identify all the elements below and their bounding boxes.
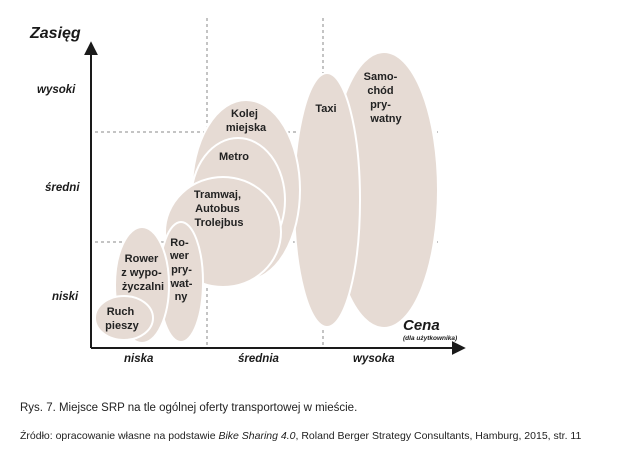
source-title: Bike Sharing 4.0 <box>218 430 296 442</box>
x-tick-srednia: średnia <box>238 353 280 365</box>
label-rower-wypozyczalni: Rower z wypo- życzalni <box>121 253 164 293</box>
x-axis-subtitle: (dla użytkownika) <box>403 335 457 342</box>
x-axis-title: Cena <box>403 317 440 334</box>
y-axis-title: Zasięg <box>29 25 81 42</box>
label-rower-prywatny: Ro- wer pry- wat- ny <box>169 237 196 303</box>
label-taxi: Taxi <box>315 103 336 115</box>
axes <box>84 41 466 355</box>
source-caption: Źródło: opracowanie własne na podstawie … <box>20 430 581 442</box>
label-samochod: Samo- chód pry- watny <box>364 71 403 125</box>
figure-caption: Rys. 7. Miejsce SRP na tle ogólnej ofert… <box>20 402 358 414</box>
y-tick-sredni: średni <box>45 182 80 194</box>
y-tick-wysoki: wysoki <box>37 84 76 96</box>
label-tramwaj: Tramwaj, Autobus Trolejbus <box>194 189 244 229</box>
mode-ellipses <box>94 51 439 344</box>
label-metro: Metro <box>219 151 249 163</box>
x-axis-ticks: niska średnia wysoka <box>124 353 395 365</box>
y-tick-niski: niski <box>52 291 79 303</box>
label-kolej: Kolej miejska <box>226 108 267 134</box>
mode-labels: Ruch pieszy Rower z wypo- życzalni Ro- w… <box>105 71 402 332</box>
x-tick-wysoka: wysoka <box>353 353 395 365</box>
source-prefix: Źródło: opracowanie własne na podstawie <box>20 430 219 442</box>
transport-diagram: Ruch pieszy Rower z wypo- życzalni Ro- w… <box>29 18 466 365</box>
y-axis-ticks: wysoki średni niski <box>37 84 80 303</box>
label-ruch-pieszy: Ruch pieszy <box>105 306 140 332</box>
x-tick-niska: niska <box>124 353 154 365</box>
ellipse-ruch-pieszy <box>94 295 154 341</box>
source-suffix: , Roland Berger Strategy Consultants, Ha… <box>295 430 582 442</box>
